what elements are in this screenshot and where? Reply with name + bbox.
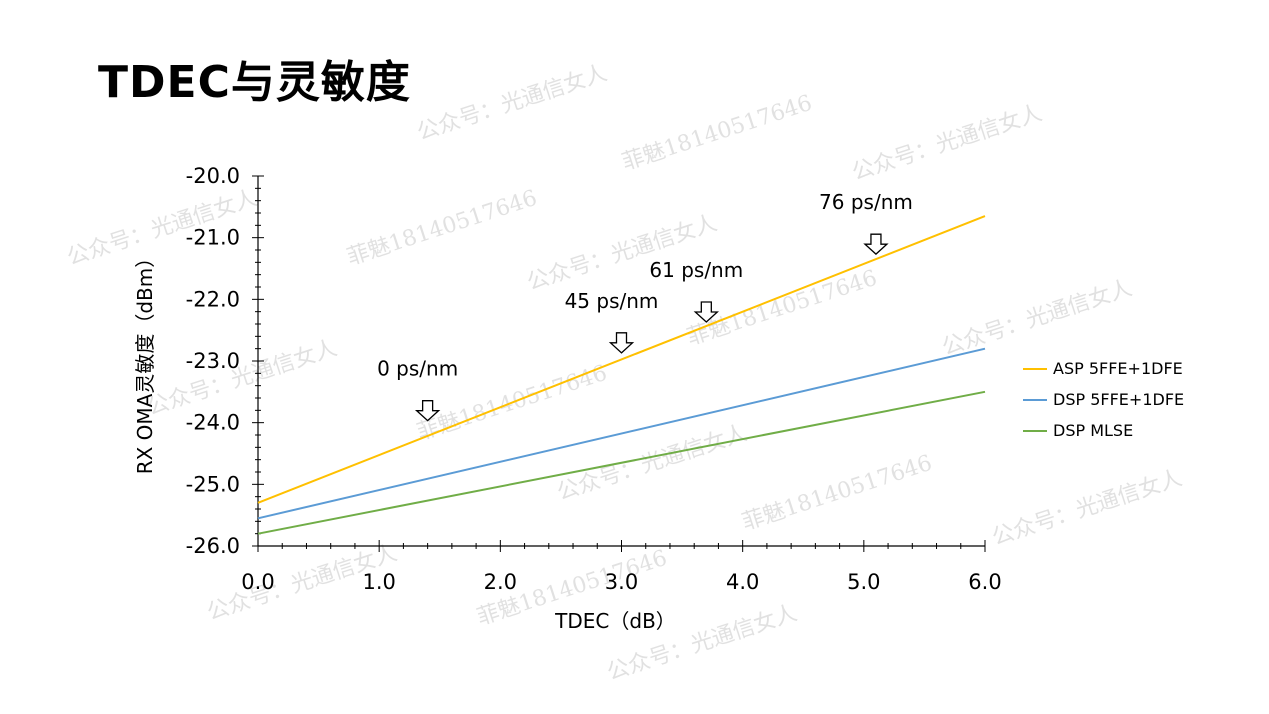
- series-line: [257, 390, 986, 535]
- annotation-label: 61 ps/nm: [649, 258, 743, 282]
- x-tick-label: 2.0: [484, 570, 517, 594]
- watermark-text: 公众号：光通信女人: [414, 61, 610, 146]
- legend-label: DSP 5FFE+1DFE: [1053, 390, 1184, 409]
- y-tick-label: -21.0: [186, 226, 240, 250]
- watermark-text: 菲魅18140517646: [344, 186, 540, 271]
- x-tick-label: 5.0: [847, 570, 880, 594]
- y-tick-label: -26.0: [186, 534, 240, 558]
- y-tick-label: -20.0: [186, 164, 240, 188]
- watermark-text: 公众号：光通信女人: [939, 276, 1135, 361]
- legend-label: ASP 5FFE+1DFE: [1053, 359, 1183, 378]
- page-title: TDEC与灵敏度: [98, 57, 411, 108]
- down-arrow-icon: [608, 332, 635, 354]
- axes: -20.0 -21.0 -22.0 -23.0 -24.0 -25.0 -26.00.0 1.…: [133, 164, 1002, 633]
- legend-label: DSP MLSE: [1053, 421, 1133, 440]
- down-arrow-icon: [693, 301, 719, 323]
- watermark-text: 菲魅18140517646: [739, 451, 935, 536]
- watermark-text: 公众号：光通信女人: [524, 211, 720, 296]
- y-tick-label: -23.0: [186, 349, 240, 373]
- y-tick-label: -22.0: [186, 287, 240, 311]
- down-arrow-icon: [414, 400, 441, 422]
- x-tick-label: 4.0: [726, 570, 759, 594]
- down-arrow-icon: [863, 233, 889, 256]
- annotation-label: 0 ps/nm: [377, 357, 458, 381]
- watermark-text: 公众号：光通信女人: [554, 421, 750, 506]
- y-axis-title: RX OMA灵敏度（dBm）: [133, 248, 157, 475]
- x-axis-title: TDEC（dB）: [554, 609, 676, 633]
- annotations: 0 ps/nm 45 ps/nm 61 ps/nm 76 ps/nm: [377, 190, 913, 422]
- watermark-text: 菲魅18140517646: [619, 91, 815, 176]
- x-tick-label: 0.0: [241, 570, 274, 594]
- legend: ASP 5FFE+1DFE DSP 5FFE+1DFE DSP MLSE: [1023, 359, 1184, 440]
- watermark-text: 公众号：光通信女人: [849, 101, 1045, 186]
- x-tick-label: 1.0: [362, 570, 395, 594]
- watermark-text: 公众号：光通信女人: [144, 336, 340, 421]
- annotation-label: 45 ps/nm: [565, 289, 659, 313]
- series-line: [257, 215, 986, 504]
- annotation-label: 76 ps/nm: [819, 190, 913, 214]
- x-tick-label: 6.0: [968, 570, 1001, 594]
- y-tick-label: -24.0: [186, 411, 240, 435]
- watermark-text: 公众号：光通信女人: [989, 466, 1185, 551]
- y-tick-label: -25.0: [186, 472, 240, 496]
- series-line: [257, 347, 986, 520]
- x-tick-label: 3.0: [605, 570, 638, 594]
- series-lines: [257, 215, 986, 535]
